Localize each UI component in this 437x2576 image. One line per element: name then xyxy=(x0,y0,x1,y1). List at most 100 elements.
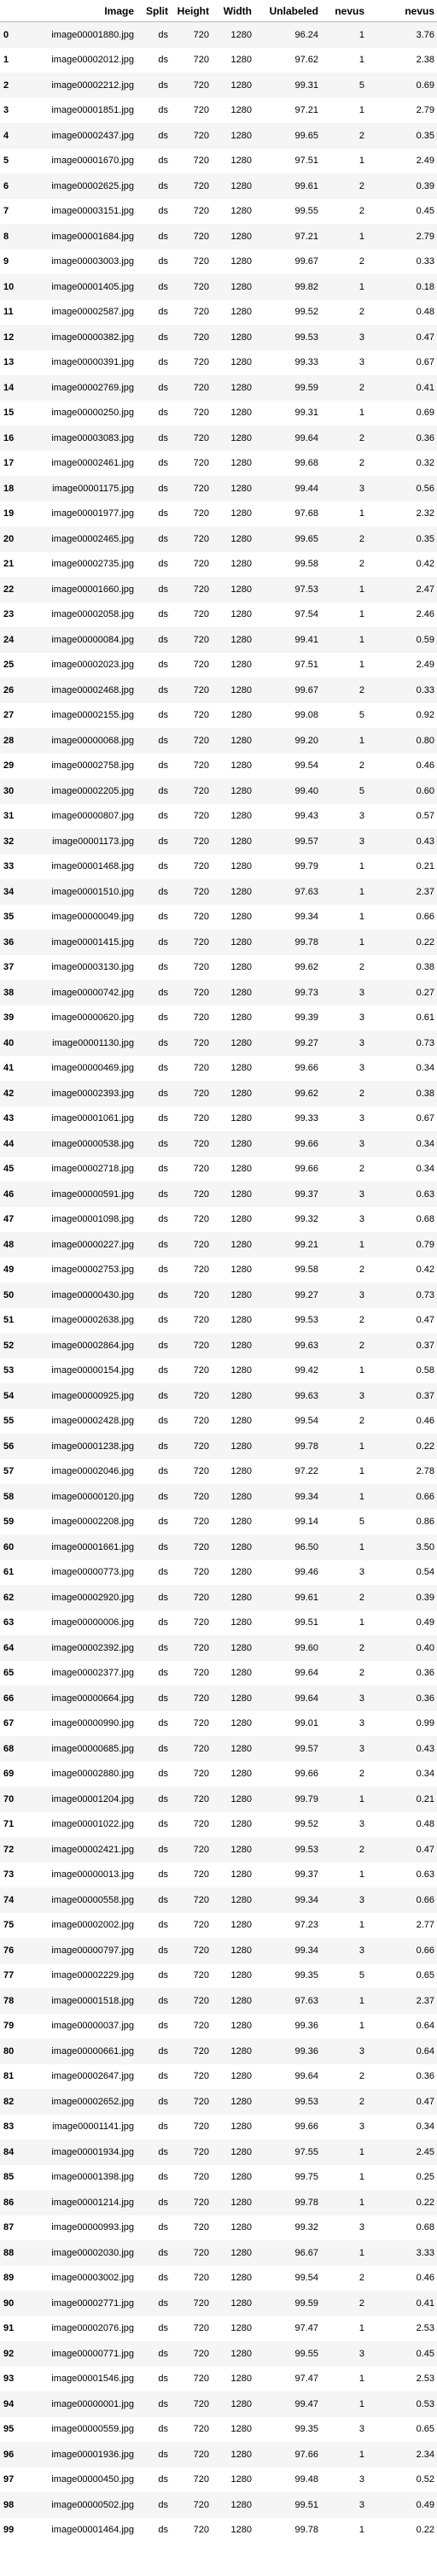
column-header-height: Height xyxy=(171,0,212,22)
height-cell: 720 xyxy=(171,1383,212,1409)
split-cell: ds xyxy=(137,1383,171,1409)
nevus-percent-cell: 0.47 xyxy=(416,1315,434,1326)
row-index: 74 xyxy=(0,1887,19,1913)
nevus-count-cell: 1 xyxy=(358,105,364,116)
width-cell: 1280 xyxy=(212,2291,254,2316)
nevus-percent-cell: 0.79 xyxy=(367,1232,437,1258)
table-row: 52 image00002864.jpg ds 720 1280 99.63 2 0.37 xyxy=(0,1333,437,1358)
unlabeled-cell: 99.43 xyxy=(294,811,318,822)
width-cell: 1280 xyxy=(212,2240,254,2266)
unlabeled-cell: 96.50 xyxy=(254,1534,321,1560)
image-cell: image00001173.jpg xyxy=(19,829,137,854)
nevus-percent-cell: 0.34 xyxy=(416,1164,434,1175)
width-cell: 1280 xyxy=(230,2172,252,2183)
nevus-percent-cell: 0.63 xyxy=(416,1869,434,1881)
unlabeled-cell: 99.34 xyxy=(254,1484,321,1510)
table-row: 87 image00000993.jpg ds 720 1280 99.32 3 0.68 xyxy=(0,2215,437,2241)
nevus-count-cell: 2 xyxy=(321,173,367,199)
table-row: 49 image00002753.jpg ds 720 1280 99.58 2 0.42 xyxy=(0,1258,437,1283)
split-cell: ds xyxy=(137,2492,171,2518)
split-cell: ds xyxy=(137,1736,171,1762)
unlabeled-cell: 99.61 xyxy=(254,1585,321,1611)
height-cell: 720 xyxy=(171,526,212,552)
row-index: 53 xyxy=(3,1365,15,1376)
split-cell: ds xyxy=(158,912,168,923)
nevus-percent-cell: 0.57 xyxy=(416,811,434,822)
nevus-count-cell: 3 xyxy=(358,2474,364,2485)
nevus-count-cell: 1 xyxy=(358,2172,364,2183)
unlabeled-cell: 99.44 xyxy=(254,476,321,502)
split-cell: ds xyxy=(137,778,171,804)
width-cell: 1280 xyxy=(212,728,254,754)
table-row: 7 image00003151.jpg ds 720 1280 99.55 2 0.45 xyxy=(0,199,437,225)
height-cell: 720 xyxy=(171,1787,212,1812)
image-cell: image00001510.jpg xyxy=(19,879,137,905)
split-cell: ds xyxy=(137,2341,171,2367)
row-index: 11 xyxy=(3,307,14,318)
width-cell: 1280 xyxy=(212,1887,254,1913)
split-cell: ds xyxy=(158,1416,168,1427)
unlabeled-cell: 99.37 xyxy=(254,1182,321,1207)
nevus-count-cell: 1 xyxy=(321,2139,367,2165)
width-cell: 1280 xyxy=(230,1920,252,1931)
image-cell: image00000685.jpg xyxy=(19,1736,137,1762)
height-cell: 720 xyxy=(171,375,212,401)
table-row: 84 image00001934.jpg ds 720 1280 97.55 1 2.45 xyxy=(0,2139,437,2165)
image-cell: image00001851.jpg xyxy=(51,105,134,116)
height-cell: 720 xyxy=(193,2222,209,2233)
width-cell: 1280 xyxy=(230,1012,252,1024)
nevus-count-cell: 3 xyxy=(321,1887,367,1913)
split-cell: ds xyxy=(158,1113,168,1124)
width-cell: 1280 xyxy=(230,1668,252,1679)
nevus-count-cell: 1 xyxy=(321,2190,367,2215)
table-row: 56 image00001238.jpg ds 720 1280 99.78 1 0.22 xyxy=(0,1434,437,1459)
image-cell: image00002437.jpg xyxy=(19,123,137,149)
image-cell: image00000037.jpg xyxy=(51,2021,134,2032)
width-cell: 1280 xyxy=(230,1466,252,1477)
nevus-percent-cell: 2.32 xyxy=(416,508,434,519)
nevus-count-cell: 5 xyxy=(358,1970,364,1981)
image-cell: image00003151.jpg xyxy=(51,206,134,217)
height-cell: 720 xyxy=(193,2323,209,2334)
nevus-count-cell: 3 xyxy=(358,811,364,822)
row-index: 33 xyxy=(3,861,15,872)
nevus-count-cell: 2 xyxy=(321,1333,367,1358)
nevus-percent-cell: 2.79 xyxy=(416,105,434,116)
width-cell: 1280 xyxy=(212,375,254,401)
split-cell: ds xyxy=(158,508,168,519)
width-cell: 1280 xyxy=(212,2089,254,2115)
table-row: 44 image00000538.jpg ds 720 1280 99.66 3 0.34 xyxy=(0,1131,437,1157)
unlabeled-cell: 99.57 xyxy=(254,1736,321,1762)
image-cell: image00001405.jpg xyxy=(19,274,137,300)
height-cell: 720 xyxy=(193,508,209,519)
split-cell: ds xyxy=(137,375,171,401)
height-cell: 720 xyxy=(193,2273,209,2284)
split-cell: ds xyxy=(158,1718,168,1729)
split-cell: ds xyxy=(137,678,171,703)
split-cell: ds xyxy=(137,627,171,653)
height-cell: 720 xyxy=(171,2089,212,2115)
table-row: 27 image00002155.jpg ds 720 1280 99.08 5 0.92 xyxy=(0,703,437,729)
row-index: 31 xyxy=(3,811,15,822)
image-cell: image00001468.jpg xyxy=(51,861,134,872)
split-cell: ds xyxy=(137,1232,171,1258)
table-row: 46 image00000591.jpg ds 720 1280 99.37 3 0.63 xyxy=(0,1182,437,1207)
nevus-percent-cell: 0.34 xyxy=(367,1131,437,1157)
width-cell: 1280 xyxy=(212,476,254,502)
nevus-count-cell: 5 xyxy=(358,1517,364,1528)
table-row: 60 image00001661.jpg ds 720 1280 96.50 1 3.50 xyxy=(0,1534,437,1560)
nevus-count-cell: 1 xyxy=(321,1232,367,1258)
nevus-percent-cell: 0.39 xyxy=(367,173,437,199)
width-cell: 1280 xyxy=(230,1113,252,1124)
table-row: 21 image00002735.jpg ds 720 1280 99.58 2 0.42 xyxy=(0,552,437,578)
nevus-count-cell: 1 xyxy=(358,155,364,167)
split-cell: ds xyxy=(137,1585,171,1611)
width-cell: 1280 xyxy=(230,1617,252,1628)
unlabeled-cell: 99.66 xyxy=(294,1769,318,1780)
width-cell: 1280 xyxy=(212,980,254,1006)
nevus-count-cell: 2 xyxy=(358,760,364,772)
height-cell: 720 xyxy=(193,710,209,721)
unlabeled-cell: 99.54 xyxy=(294,2273,318,2284)
table-row: 78 image00001518.jpg ds 720 1280 97.63 1 2.37 xyxy=(0,1988,437,2014)
image-cell: image00000925.jpg xyxy=(19,1383,137,1409)
